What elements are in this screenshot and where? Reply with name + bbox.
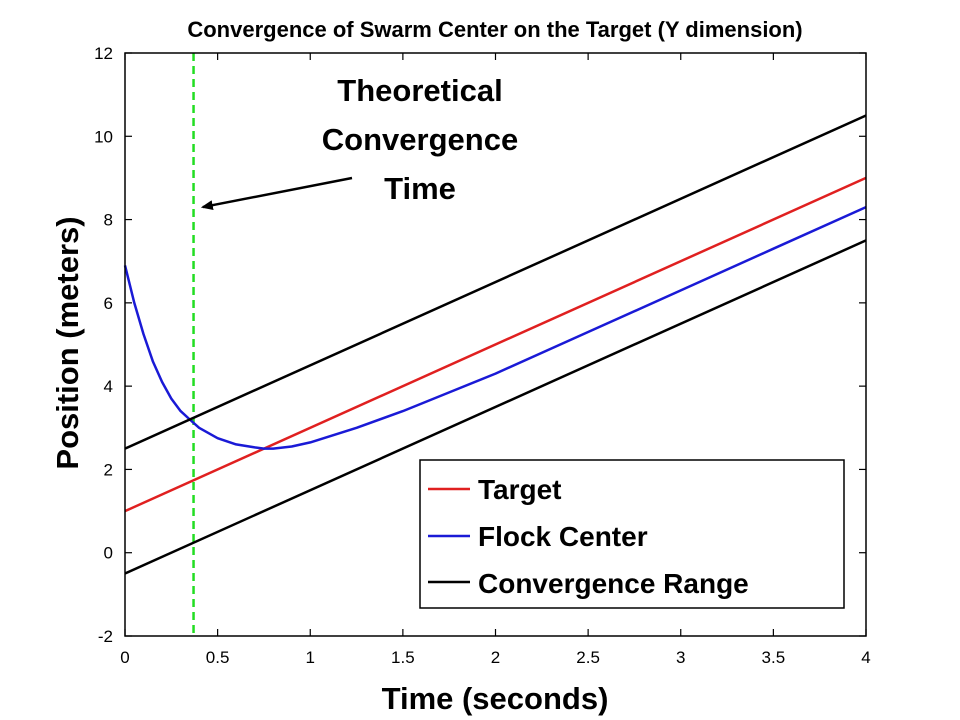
annotation-line-2: Convergence	[322, 122, 518, 157]
legend: Target Flock Center Convergence Range	[419, 459, 845, 609]
y-tick-label: 10	[94, 127, 113, 146]
series-line-convergence-range-lower	[124, 239, 867, 575]
series-line-flock-center	[123, 205, 867, 450]
annotation-line-3: Time	[384, 171, 456, 206]
y-tick-label: 4	[104, 377, 113, 396]
y-tick-label: 0	[104, 544, 113, 563]
legend-label-flock-center: Flock Center	[478, 521, 648, 552]
plot-area-frame	[124, 52, 867, 637]
y-tick-label: -2	[98, 627, 113, 646]
x-tick-label: 0.5	[206, 648, 230, 667]
x-tick-label: 2	[491, 648, 500, 667]
series-line-convergence-range	[124, 114, 867, 450]
legend-label-target: Target	[478, 474, 562, 505]
legend-label-convergence-range: Convergence Range	[478, 568, 749, 599]
x-tick-label: 1.5	[391, 648, 415, 667]
y-tick-label: 2	[104, 460, 113, 479]
y-tick-label: 8	[104, 211, 113, 230]
x-tick-label: 2.5	[576, 648, 600, 667]
legend-box	[419, 459, 845, 609]
annotation-line-1: Theoretical	[337, 73, 502, 108]
x-tick-label: 4	[861, 648, 870, 667]
series-line-target	[124, 176, 867, 513]
y-axis-label: Position (meters)	[50, 216, 85, 469]
y-tick-label: 12	[94, 44, 113, 63]
x-tick-label: 3.5	[762, 648, 786, 667]
x-tick-label: 0	[120, 648, 129, 667]
annotation-arrow	[200, 176, 353, 211]
x-tick-label: 1	[306, 648, 315, 667]
chart-title: Convergence of Swarm Center on the Targe…	[187, 17, 802, 42]
x-axis-label: Time (seconds)	[382, 681, 609, 716]
x-tick-label: 3	[676, 648, 685, 667]
series-layer	[123, 53, 867, 636]
ticks-layer: 0 0.5 1 1.5 2 2.5 3 3.5 4 -2 0 2 4 6 8 10 12	[94, 44, 871, 667]
annotation: Theoretical Convergence Time	[200, 73, 518, 211]
y-tick-label: 6	[104, 294, 113, 313]
